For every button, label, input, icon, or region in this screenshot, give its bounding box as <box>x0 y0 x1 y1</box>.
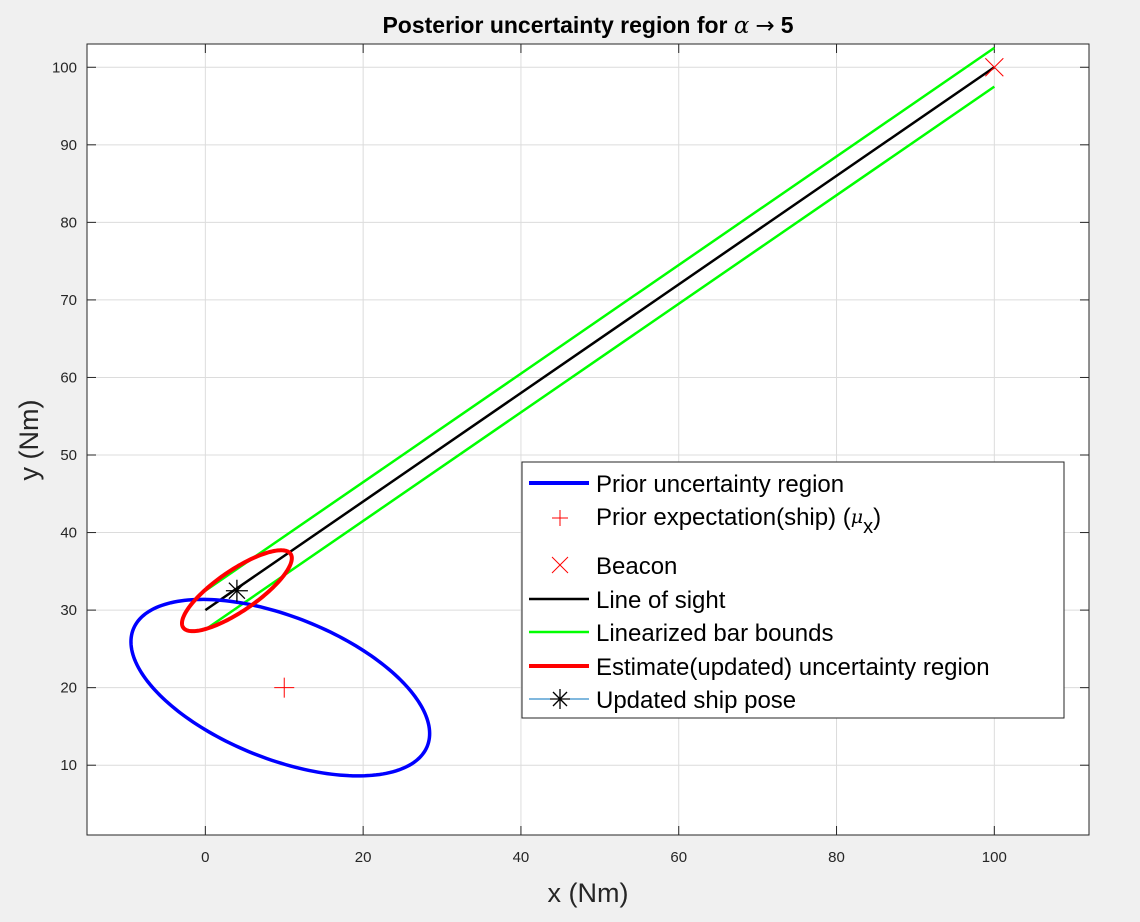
legend-label-line-of-sight: Line of sight <box>596 587 726 614</box>
legend-label-beacon: Beacon <box>596 553 677 580</box>
legend-box <box>521 461 1065 719</box>
legend-label-prior-mean-subscript: x <box>863 516 873 538</box>
y-tick-label: 90 <box>60 137 77 154</box>
x-tick-label: 0 <box>201 849 209 866</box>
estimate-uncertainty-ellipse <box>179 548 294 634</box>
updated-ship-pose-marker <box>225 579 248 602</box>
y-tick-label: 60 <box>60 369 77 386</box>
legend-label-estimate-region: Estimate(updated) uncertainty region <box>596 654 990 681</box>
legend-swatch-asterisk-marker <box>550 689 570 709</box>
legend-item-bar-bounds: Linearized bar bounds <box>529 620 834 647</box>
legend: Prior uncertainty region Prior expectati… <box>521 461 1065 719</box>
x-tick-label: 80 <box>828 849 845 866</box>
y-tick-label: 40 <box>60 525 77 542</box>
y-tick-label: 70 <box>60 292 77 309</box>
bar-bound-upper <box>204 46 996 592</box>
x-axis-label: x (Nm) <box>548 878 629 908</box>
legend-label-updated-pose: Updated ship pose <box>596 687 796 714</box>
tick-labels: 0 20 40 60 80 100 10 20 30 40 50 60 70 80 90 100 <box>52 59 1007 866</box>
chart-title-arrow: → <box>755 13 774 39</box>
x-tick-label: 100 <box>982 849 1007 866</box>
beacon-marker <box>984 57 1004 77</box>
y-tick-label: 100 <box>52 59 77 76</box>
chart-title-symbol: α <box>734 13 750 39</box>
y-tick-label: 50 <box>60 447 77 464</box>
x-tick-label: 60 <box>670 849 687 866</box>
chart-title: Posterior uncertainty region for α → 5 <box>382 12 793 39</box>
legend-label-prior-mean-suffix: ) <box>873 504 881 531</box>
legend-item-prior-region: Prior uncertainty region <box>529 471 844 498</box>
legend-label-bar-bounds: Linearized bar bounds <box>596 620 834 647</box>
legend-item-updated-pose: Updated ship pose <box>529 687 796 714</box>
y-tick-label: 80 <box>60 214 77 231</box>
y-tick-label: 10 <box>60 757 77 774</box>
y-tick-label: 20 <box>60 680 77 697</box>
legend-swatch-plus-marker <box>552 510 568 526</box>
data-layer <box>129 46 1004 778</box>
x-tick-label: 20 <box>355 849 372 866</box>
bar-bound-lower <box>204 85 996 631</box>
legend-label-prior-region: Prior uncertainty region <box>596 471 844 498</box>
legend-item-line-of-sight: Line of sight <box>529 587 726 614</box>
legend-item-prior-mean: Prior expectation(ship) (μx) <box>552 504 881 538</box>
chart-title-prefix: Posterior uncertainty region for <box>382 12 733 38</box>
legend-swatch-x-marker <box>551 556 569 574</box>
x-tick-label: 40 <box>513 849 530 866</box>
prior-uncertainty-ellipse <box>129 597 432 778</box>
legend-label-prior-mean-symbol: μ <box>851 506 863 528</box>
legend-item-beacon: Beacon <box>551 553 677 580</box>
axes-frame <box>86 43 1090 836</box>
legend-label-prior-mean: Prior expectation(ship) (μx) <box>596 504 881 538</box>
prior-expectation-marker <box>274 677 295 698</box>
line-of-sight <box>204 66 996 612</box>
y-tick-label: 30 <box>60 602 77 619</box>
legend-label-prior-mean-text: Prior expectation(ship) ( <box>596 504 851 531</box>
y-axis-label: y (Nm) <box>14 400 44 481</box>
chart-title-value: 5 <box>781 12 794 38</box>
legend-item-estimate-region: Estimate(updated) uncertainty region <box>529 654 990 681</box>
